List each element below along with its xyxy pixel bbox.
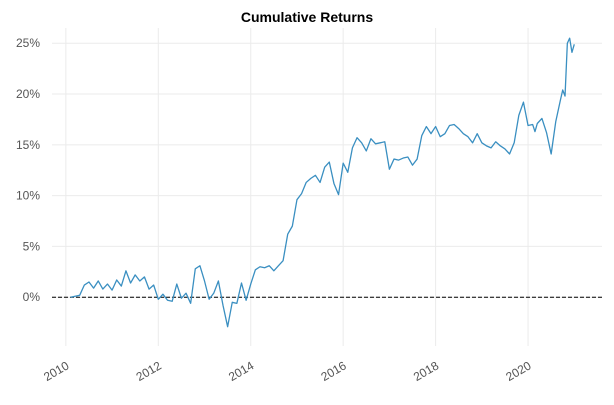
y-tick-label: 0% — [23, 290, 41, 304]
y-tick-label: 5% — [23, 239, 41, 253]
y-tick-label: 25% — [16, 36, 40, 50]
series-group — [70, 37, 575, 328]
x-gridlines — [65, 28, 529, 346]
cumulative-returns-line — [70, 37, 575, 328]
y-tick-label: 10% — [16, 189, 40, 203]
chart-title: Cumulative Returns — [241, 9, 373, 25]
y-tick-label: 20% — [16, 87, 40, 101]
y-tick-label: 15% — [16, 138, 40, 152]
y-axis-ticks: 0% 5% 10% 15% 20% 25% — [16, 36, 40, 304]
